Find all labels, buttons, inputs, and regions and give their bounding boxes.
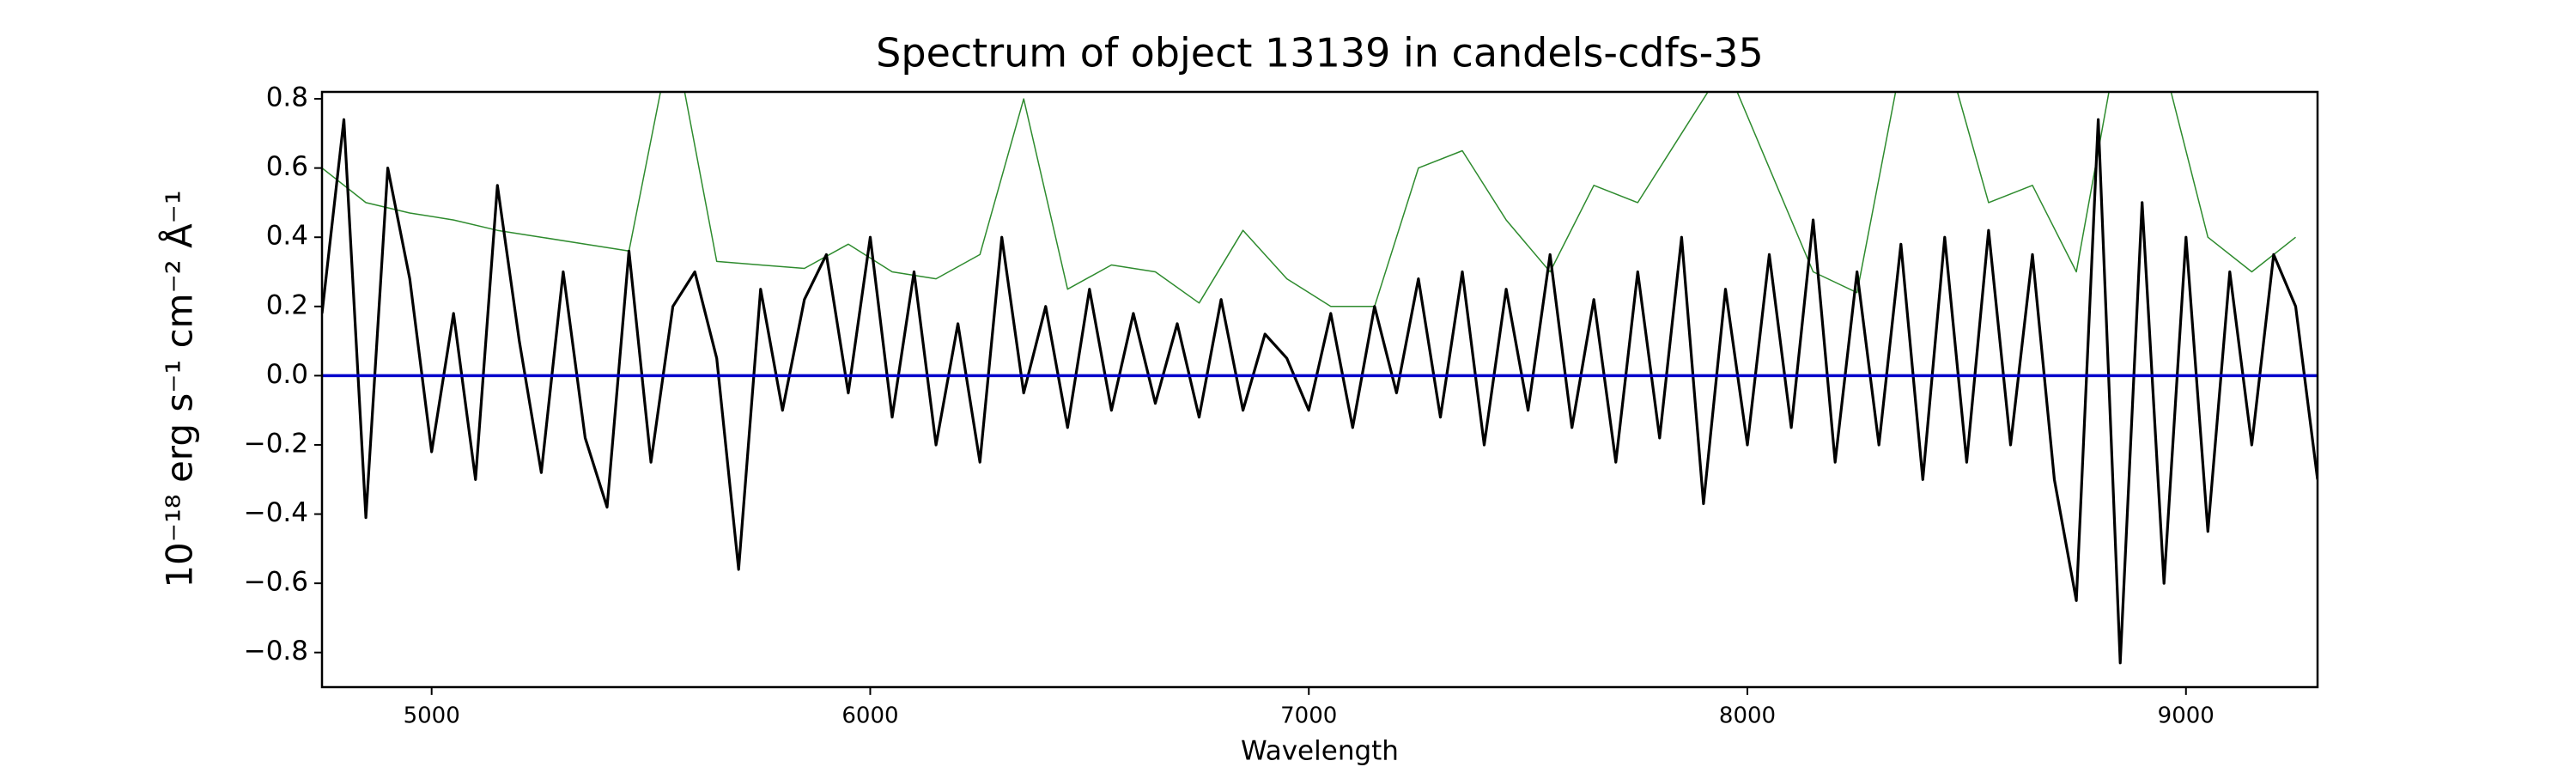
- x-tick-label: 8000: [1719, 703, 1776, 729]
- axes-frame: [320, 90, 2319, 689]
- y-tick-label: 0.2: [266, 289, 308, 320]
- y-tick-label: −0.2: [244, 428, 308, 459]
- x-tick-label: 6000: [841, 703, 898, 729]
- x-tick-label: 7000: [1280, 703, 1337, 729]
- plot-area: [322, 92, 2318, 665]
- y-tick-label: −0.6: [244, 567, 308, 598]
- x-tick-label: 5000: [404, 703, 460, 729]
- x-tick-label: 9000: [2158, 703, 2215, 729]
- spectrum-line: [322, 92, 2296, 307]
- y-tick-label: 0.8: [266, 82, 308, 113]
- chart-title: Spectrum of object 13139 in candels-cdfs…: [876, 30, 1764, 76]
- y-tick-label: 0.6: [266, 151, 308, 182]
- spectrum-line: [322, 118, 2318, 665]
- y-tick-label: −0.8: [244, 636, 308, 666]
- y-tick-label: −0.4: [244, 497, 308, 528]
- y-tick-label: 0.4: [266, 221, 308, 252]
- x-axis-label: Wavelength: [1241, 736, 1399, 767]
- y-axis-label: 10⁻¹⁸ erg s⁻¹ cm⁻² Å⁻¹: [158, 190, 201, 587]
- y-tick-label: 0.0: [266, 359, 308, 390]
